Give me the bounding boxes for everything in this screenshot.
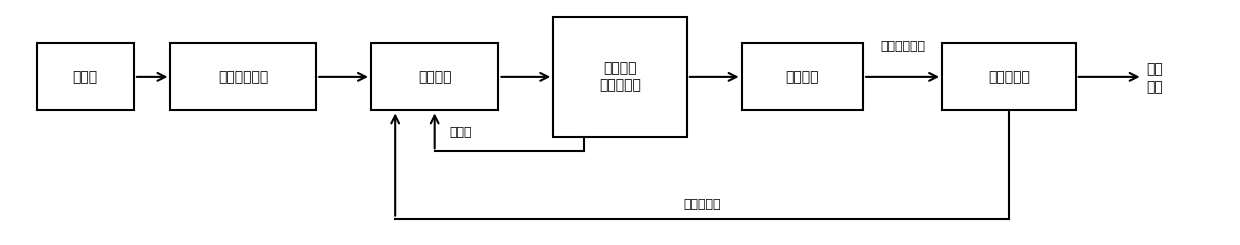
Bar: [942, 43, 1075, 110]
Bar: [553, 17, 687, 137]
Text: 反应循环气: 反应循环气: [683, 198, 720, 211]
Text: 渗透膜分离: 渗透膜分离: [988, 70, 1029, 84]
Text: 天然气: 天然气: [73, 70, 98, 84]
Text: 甲烷催化
热裂解反应: 甲烷催化 热裂解反应: [599, 61, 641, 93]
Text: 燃烧气: 燃烧气: [449, 126, 471, 139]
Text: 脱硫脱烃脱水: 脱硫脱烃脱水: [218, 70, 268, 84]
Bar: [371, 43, 498, 110]
Text: 氢气
产品: 氢气 产品: [1146, 62, 1163, 94]
Text: 反应混合气体: 反应混合气体: [880, 40, 925, 53]
Text: 冷却过滤: 冷却过滤: [785, 70, 820, 84]
Text: 压缩加热: 压缩加热: [418, 70, 451, 84]
Bar: [170, 43, 316, 110]
Bar: [742, 43, 863, 110]
Bar: [37, 43, 134, 110]
